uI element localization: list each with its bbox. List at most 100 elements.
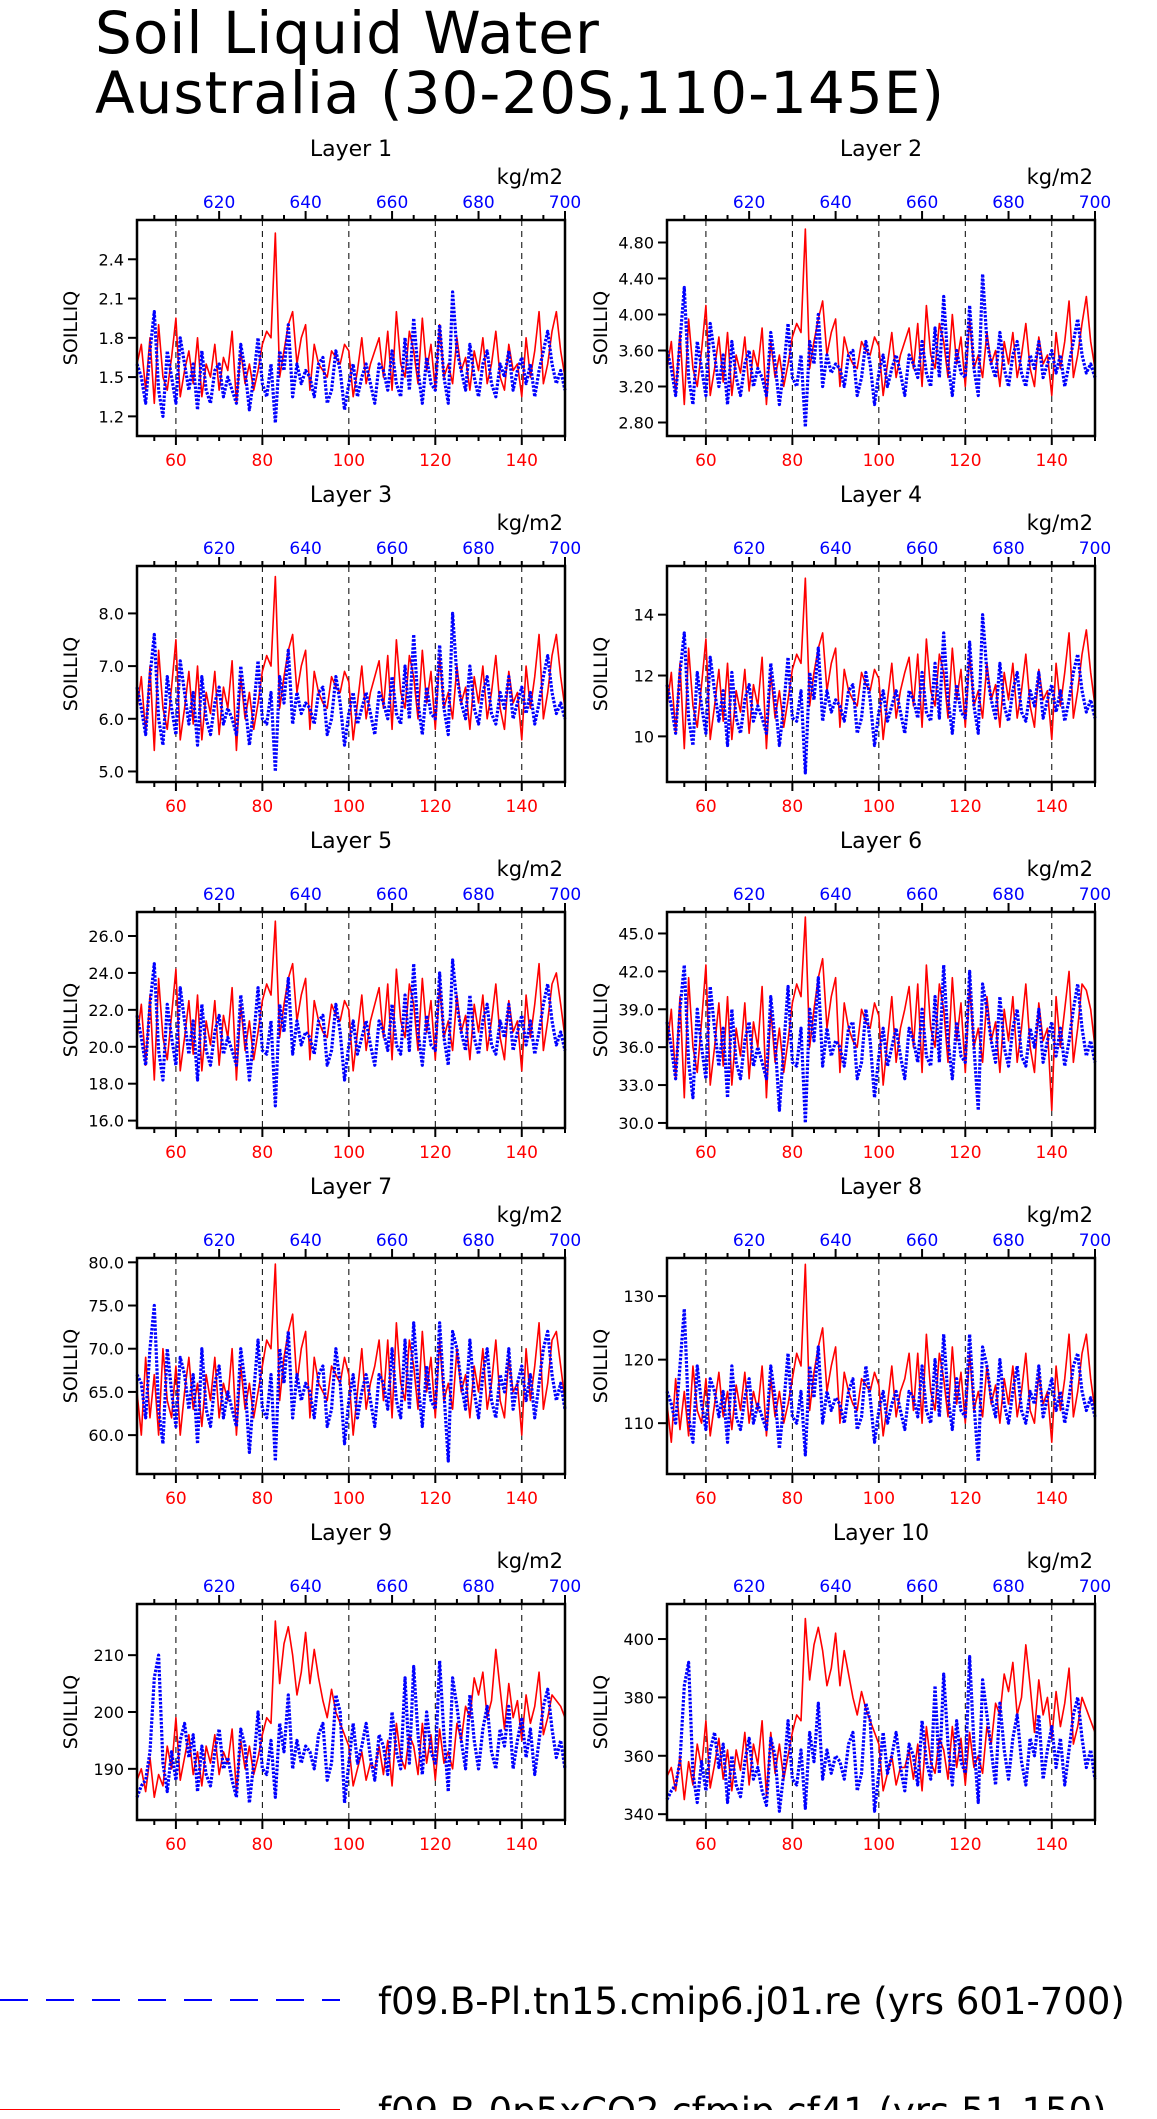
x-tick-label-top: 620 — [203, 1231, 235, 1251]
x-tick-label-top: 680 — [992, 539, 1024, 559]
y-tick-label: 80.0 — [88, 1253, 124, 1272]
y-tick-label: 1.8 — [99, 329, 124, 348]
x-tick-label-top: 680 — [992, 885, 1024, 905]
series-line-blue — [665, 1654, 1097, 1813]
y-axis-label: SOILLIQ — [590, 291, 612, 365]
x-tick-label-bottom: 100 — [863, 1143, 895, 1163]
x-tick-label-bottom: 140 — [1036, 797, 1068, 817]
units-label: kg/m2 — [1027, 1203, 1093, 1227]
y-tick-label: 5.0 — [99, 762, 124, 781]
y-tick-label: 4.40 — [618, 270, 654, 289]
plot-frame — [665, 910, 1097, 1130]
x-tick-label-bottom: 140 — [506, 1835, 538, 1855]
units-label: kg/m2 — [1027, 857, 1093, 881]
x-tick-label-bottom: 60 — [165, 797, 187, 817]
x-tick-label-top: 640 — [289, 193, 321, 213]
x-tick-label-bottom: 140 — [1036, 1143, 1068, 1163]
x-tick-label-bottom: 120 — [419, 451, 451, 471]
series-line-blue — [665, 272, 1097, 429]
y-tick-label: 4.00 — [618, 306, 654, 325]
x-tick-label-bottom: 140 — [1036, 451, 1068, 471]
x-tick-label-top: 660 — [906, 539, 938, 559]
x-tick-label-bottom: 100 — [333, 451, 365, 471]
x-tick-label-bottom: 60 — [695, 451, 717, 471]
panel-title: Layer 9 — [310, 1521, 392, 1546]
y-axis-label: SOILLIQ — [60, 983, 82, 1057]
x-tick-label-bottom: 80 — [252, 1835, 274, 1855]
y-tick-label: 2.1 — [99, 290, 124, 309]
plot-frame — [135, 1256, 567, 1476]
x-tick-label-top: 680 — [992, 193, 1024, 213]
x-tick-label-top: 640 — [289, 539, 321, 559]
plot-frame — [665, 564, 1097, 784]
plot-frame — [665, 1256, 1097, 1476]
chart-panel-10: Layer 10 kg/m2 SOILLIQ 60 80 100 120 140 620 640 6… — [590, 1521, 1111, 1855]
y-tick-label: 65.0 — [88, 1383, 124, 1402]
x-tick-label-bottom: 80 — [252, 1143, 274, 1163]
units-label: kg/m2 — [1027, 1549, 1093, 1573]
x-tick-label-top: 700 — [549, 539, 581, 559]
x-tick-label-bottom: 120 — [419, 797, 451, 817]
series-line-red — [666, 228, 1096, 406]
x-tick-label-bottom: 80 — [252, 451, 274, 471]
series-line-red — [666, 916, 1096, 1112]
x-tick-label-top: 660 — [906, 1577, 938, 1597]
x-tick-label-top: 620 — [203, 885, 235, 905]
units-label: kg/m2 — [497, 1549, 563, 1573]
plot-frame — [135, 218, 567, 438]
panel-title: Layer 1 — [310, 137, 392, 162]
x-tick-label-top: 620 — [203, 193, 235, 213]
x-tick-label-bottom: 120 — [949, 1489, 981, 1509]
series-line-blue — [135, 958, 567, 1108]
y-tick-label: 2.80 — [618, 414, 654, 433]
y-tick-label: 20.0 — [88, 1038, 124, 1057]
series-line-red — [666, 577, 1096, 750]
y-tick-label: 210 — [93, 1646, 124, 1665]
x-tick-label-top: 680 — [462, 539, 494, 559]
chart-panel-1: Layer 1 kg/m2 SOILLIQ 60 80 100 120 140 620 640 66… — [60, 137, 581, 471]
x-tick-label-top: 680 — [992, 1231, 1024, 1251]
x-tick-label-bottom: 140 — [1036, 1835, 1068, 1855]
y-tick-label: 33.0 — [618, 1076, 654, 1095]
series-line-red — [136, 575, 566, 752]
x-tick-label-bottom: 80 — [782, 1489, 804, 1509]
y-tick-label: 4.80 — [618, 234, 654, 253]
x-tick-label-top: 700 — [549, 193, 581, 213]
units-label: kg/m2 — [497, 857, 563, 881]
x-tick-label-bottom: 120 — [419, 1835, 451, 1855]
x-tick-label-bottom: 140 — [506, 1489, 538, 1509]
panel-title: Layer 2 — [840, 137, 922, 162]
y-tick-label: 110 — [623, 1414, 654, 1433]
y-axis-label: SOILLIQ — [590, 1329, 612, 1403]
x-tick-label-bottom: 100 — [863, 1835, 895, 1855]
x-tick-label-top: 640 — [819, 539, 851, 559]
panel-title: Layer 6 — [840, 829, 922, 854]
x-tick-label-top: 620 — [733, 1231, 765, 1251]
x-tick-label-bottom: 80 — [782, 1835, 804, 1855]
y-tick-label: 1.2 — [99, 407, 124, 426]
units-label: kg/m2 — [1027, 511, 1093, 535]
y-axis-label: SOILLIQ — [60, 637, 82, 711]
panel-title: Layer 10 — [833, 1521, 929, 1546]
y-tick-label: 75.0 — [88, 1297, 124, 1316]
y-axis-label: SOILLIQ — [60, 1329, 82, 1403]
x-tick-label-top: 620 — [733, 539, 765, 559]
x-tick-label-bottom: 120 — [419, 1143, 451, 1163]
x-tick-label-bottom: 120 — [949, 1143, 981, 1163]
x-tick-label-bottom: 60 — [165, 1489, 187, 1509]
y-tick-label: 8.0 — [99, 604, 124, 623]
y-axis-label: SOILLIQ — [60, 291, 82, 365]
chart-panel-3: Layer 3 kg/m2 SOILLIQ 60 80 100 120 140 620 640 66… — [60, 483, 581, 817]
x-tick-label-bottom: 60 — [695, 1489, 717, 1509]
y-tick-label: 60.0 — [88, 1426, 124, 1445]
x-tick-label-bottom: 80 — [782, 1143, 804, 1163]
y-tick-label: 70.0 — [88, 1340, 124, 1359]
chart-panel-8: Layer 8 kg/m2 SOILLIQ 60 80 100 120 140 620 640 66… — [590, 1175, 1111, 1509]
plot-frame — [665, 218, 1097, 438]
y-tick-label: 7.0 — [99, 657, 124, 676]
x-tick-label-bottom: 60 — [695, 1143, 717, 1163]
x-tick-label-top: 620 — [733, 1577, 765, 1597]
plot-frame — [135, 1602, 567, 1822]
series-line-blue — [665, 963, 1097, 1125]
x-tick-label-bottom: 140 — [506, 451, 538, 471]
